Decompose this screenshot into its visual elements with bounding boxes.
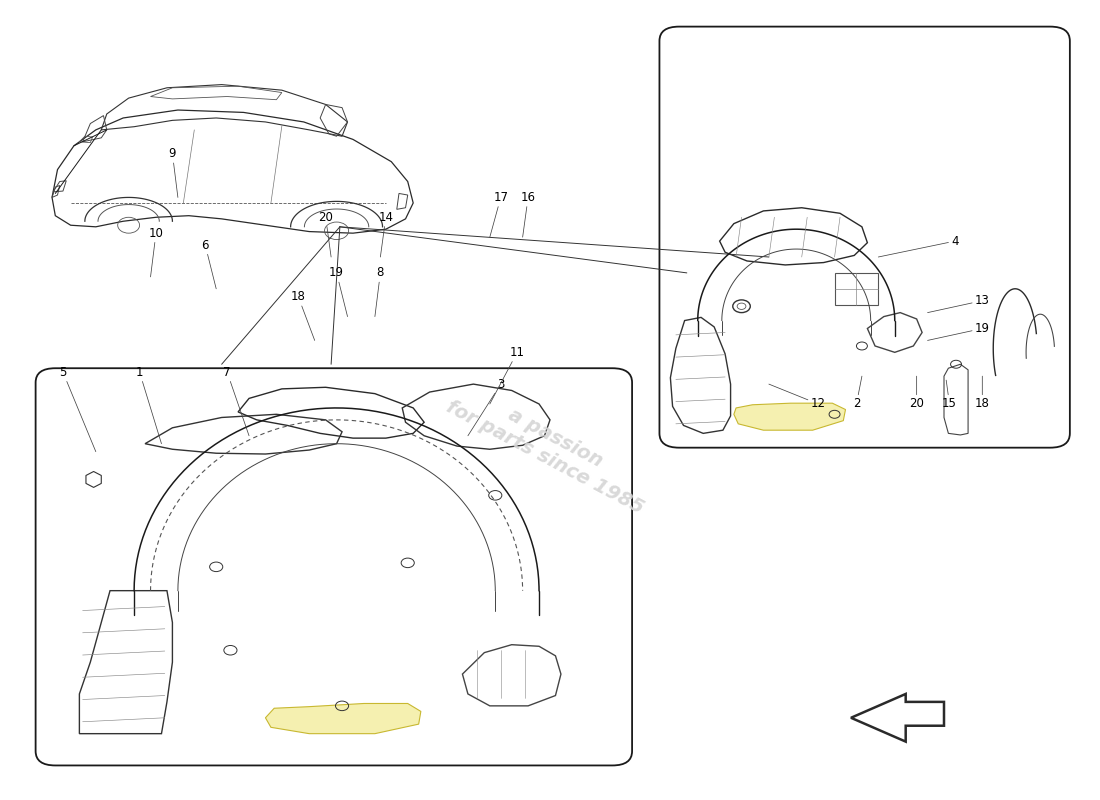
Text: 20: 20 <box>318 210 333 257</box>
Text: a passion
for parts since 1985: a passion for parts since 1985 <box>443 378 657 518</box>
Text: 2: 2 <box>852 376 862 410</box>
Text: 18: 18 <box>290 290 315 341</box>
Text: 15: 15 <box>942 380 957 410</box>
Text: 6: 6 <box>201 238 217 289</box>
Text: 8: 8 <box>375 266 384 317</box>
Text: 10: 10 <box>148 226 164 277</box>
Text: 1: 1 <box>135 366 162 444</box>
Text: 19: 19 <box>927 322 990 341</box>
Text: 14: 14 <box>378 210 394 257</box>
Text: 7: 7 <box>223 366 249 436</box>
Polygon shape <box>734 403 846 430</box>
Text: 20: 20 <box>910 376 924 410</box>
Polygon shape <box>265 703 421 734</box>
Text: 19: 19 <box>329 266 348 317</box>
Text: 9: 9 <box>168 147 178 198</box>
Text: 13: 13 <box>927 294 990 313</box>
Text: 11: 11 <box>490 346 525 404</box>
Text: 17: 17 <box>490 191 508 237</box>
Text: 3: 3 <box>468 378 505 436</box>
Text: 12: 12 <box>769 384 826 410</box>
Text: 5: 5 <box>59 366 96 452</box>
Text: 4: 4 <box>878 234 959 257</box>
Text: 16: 16 <box>520 191 536 237</box>
Text: 18: 18 <box>975 376 990 410</box>
